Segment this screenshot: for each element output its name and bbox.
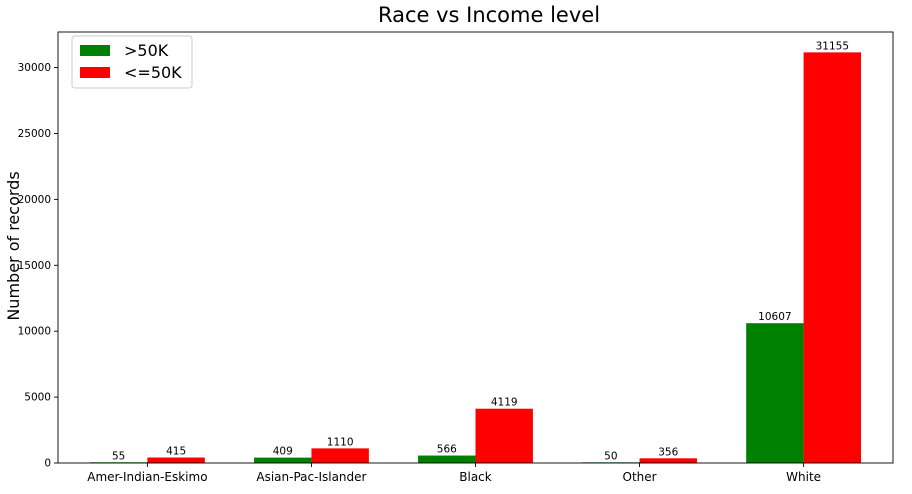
data-label: 356 (658, 446, 678, 458)
y-tick-label: 20000 (18, 194, 51, 206)
bar-le50k-3 (639, 458, 697, 463)
data-label: 31155 (816, 40, 849, 52)
y-tick-label: 5000 (24, 392, 51, 404)
legend-swatch (80, 45, 110, 56)
data-label: 55 (112, 450, 125, 462)
x-tick-label: Asian-Pac-Islander (256, 470, 366, 484)
legend-swatch (80, 67, 110, 78)
y-tick-label: 10000 (18, 326, 51, 338)
y-tick-label: 25000 (18, 128, 51, 140)
y-tick-label: 30000 (18, 62, 51, 74)
data-label: 4119 (491, 397, 518, 409)
x-tick-label: White (786, 470, 821, 484)
data-label: 1110 (327, 436, 354, 448)
legend: >50K <=50K (71, 35, 193, 89)
bar-le50k-0 (147, 457, 205, 463)
x-tick-label: Amer-Indian-Eskimo (87, 470, 207, 484)
data-label: 415 (166, 446, 186, 458)
chart-title: Race vs Income level (378, 3, 600, 27)
bar-gt50k-1 (254, 457, 312, 463)
bar-le50k-2 (475, 408, 533, 463)
x-tick-label: Other (623, 470, 657, 484)
data-label: 10607 (758, 311, 791, 323)
data-label: 50 (604, 450, 617, 462)
bar-le50k-1 (311, 448, 369, 463)
data-label: 566 (437, 444, 457, 456)
legend-label: <=50K (124, 63, 182, 82)
y-tick-label: 15000 (18, 260, 51, 272)
y-tick-label: 0 (44, 458, 51, 470)
legend-label: >50K (124, 41, 169, 60)
plot-area: 55 409 566 50 10607 415 1110 4119 356 31155 0 5000 1… (18, 31, 894, 484)
bar-gt50k-2 (418, 455, 476, 463)
y-axis-label: Number of records (4, 171, 23, 320)
data-label: 409 (273, 446, 293, 458)
bar-gt50k-4 (746, 323, 804, 463)
bar-le50k-4 (803, 52, 862, 464)
x-tick-label: Black (459, 470, 492, 484)
